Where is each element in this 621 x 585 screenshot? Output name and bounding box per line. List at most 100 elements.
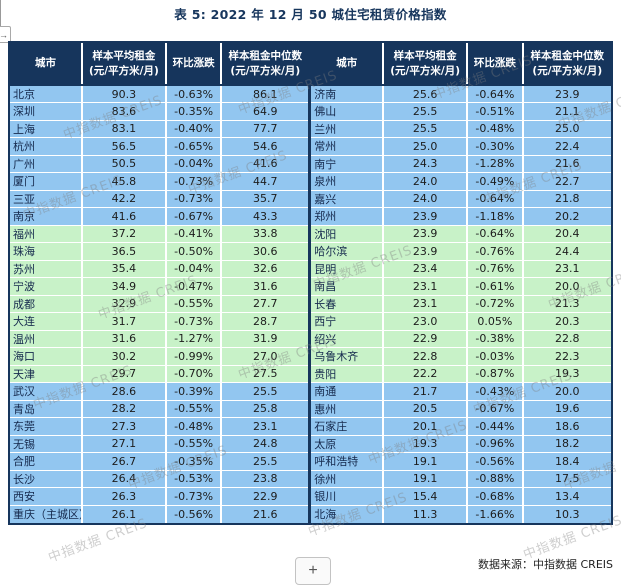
- median-rent-cell: 18.4: [522, 452, 611, 471]
- avg-rent-cell: 32.9: [81, 295, 167, 313]
- mom-change-cell: -0.68%: [467, 487, 524, 506]
- avg-rent-cell: 15.4: [383, 487, 469, 506]
- avg-rent-cell: 36.5: [81, 242, 167, 261]
- avg-rent-cell: 24.3: [383, 155, 469, 173]
- avg-rent-cell: 26.1: [81, 505, 167, 523]
- mom-change-cell: -0.30%: [467, 137, 524, 156]
- col-header-avg-rent: 样本平均租金 (元/平方米/月): [383, 43, 469, 86]
- zoom-in-button[interactable]: +: [295, 557, 331, 585]
- mom-change-cell: -0.76%: [467, 242, 524, 261]
- header-row: 城市 样本平均租金 (元/平方米/月) 环比涨跌 样本租金中位数 (元/平方米/月): [311, 43, 611, 86]
- city-cell: 南通: [311, 382, 385, 401]
- median-rent-cell: 54.6: [221, 137, 310, 156]
- table-row: 福州 37.2 -0.41% 33.8: [10, 225, 310, 243]
- table-row: 合肥 26.7 -0.35% 25.5: [10, 452, 310, 471]
- table-row: 宁波 34.9 -0.47% 31.6: [10, 277, 310, 296]
- rent-table-left: 城市 样本平均租金 (元/平方米/月) 环比涨跌 样本租金中位数 (元/平方米/月)…: [10, 43, 312, 523]
- city-cell: 银川: [311, 487, 385, 506]
- col-header-mom-change: 环比涨跌: [467, 43, 524, 86]
- expand-arrow-button[interactable]: →: [0, 26, 11, 43]
- median-rent-cell: 33.8: [221, 225, 310, 243]
- table-row: 南通 21.7 -0.43% 20.0: [311, 382, 611, 401]
- avg-rent-cell: 24.0: [383, 172, 469, 191]
- mom-change-cell: -0.67%: [165, 207, 223, 226]
- avg-rent-cell: 22.2: [383, 365, 469, 383]
- mom-change-cell: -1.18%: [467, 207, 524, 226]
- avg-rent-cell: 25.5: [383, 102, 469, 121]
- avg-rent-cell: 29.7: [81, 365, 167, 383]
- city-cell: 福州: [10, 225, 83, 243]
- table-row: 郑州 23.9 -1.18% 20.2: [311, 207, 611, 226]
- avg-rent-cell: 23.9: [383, 207, 469, 226]
- mom-change-cell: -1.28%: [467, 155, 524, 173]
- mom-change-cell: -0.43%: [467, 382, 524, 401]
- avg-rent-cell: 37.2: [81, 225, 167, 243]
- table-row: 佛山 25.5 -0.51% 21.1: [311, 102, 611, 121]
- mom-change-cell: -0.76%: [467, 260, 524, 278]
- avg-rent-cell: 19.3: [383, 435, 469, 453]
- table-row: 南京 41.6 -0.67% 43.3: [10, 207, 310, 226]
- avg-rent-cell: 26.3: [81, 487, 167, 506]
- median-rent-cell: 10.3: [522, 505, 611, 523]
- median-rent-cell: 25.5: [221, 452, 310, 471]
- city-cell: 上海: [10, 120, 83, 138]
- median-rent-cell: 25.8: [221, 400, 310, 418]
- avg-rent-cell: 31.6: [81, 330, 167, 348]
- table-row: 济南 25.6 -0.64% 23.9: [311, 85, 611, 103]
- median-rent-cell: 24.8: [221, 435, 310, 453]
- city-cell: 徐州: [311, 470, 385, 488]
- avg-rent-cell: 21.7: [383, 382, 469, 401]
- table-row: 长春 23.1 -0.72% 21.3: [311, 295, 611, 313]
- header-row: 城市 样本平均租金 (元/平方米/月) 环比涨跌 样本租金中位数 (元/平方米/月): [10, 43, 310, 86]
- left-edge-divider: [0, 0, 1, 26]
- mom-change-cell: -0.64%: [467, 190, 524, 208]
- col-header-mom-change: 环比涨跌: [165, 43, 223, 86]
- mom-change-cell: -0.73%: [165, 190, 223, 208]
- city-cell: 宁波: [10, 277, 83, 296]
- avg-rent-cell: 22.9: [383, 330, 469, 348]
- avg-rent-cell: 34.9: [81, 277, 167, 296]
- mom-change-cell: -0.49%: [467, 172, 524, 191]
- median-rent-cell: 27.0: [221, 347, 310, 366]
- table-row: 贵阳 22.2 -0.87% 19.3: [311, 365, 611, 383]
- median-rent-cell: 18.6: [522, 417, 611, 436]
- col-header-median-rent: 样本租金中位数 (元/平方米/月): [522, 43, 611, 86]
- table-row: 重庆（主城区） 26.1 -0.56% 21.6: [10, 505, 310, 523]
- avg-rent-cell: 23.9: [383, 225, 469, 243]
- table-row: 青岛 28.2 -0.55% 25.8: [10, 400, 310, 418]
- table-row: 昆明 23.4 -0.76% 23.1: [311, 260, 611, 278]
- avg-rent-cell: 90.3: [81, 85, 167, 103]
- median-rent-cell: 21.3: [522, 295, 611, 313]
- avg-rent-cell: 20.5: [383, 400, 469, 418]
- table-row: 乌鲁木齐 22.8 -0.03% 22.3: [311, 347, 611, 366]
- city-cell: 无锡: [10, 435, 83, 453]
- avg-rent-cell: 23.0: [383, 312, 469, 331]
- table-row: 北海 11.3 -1.66% 10.3: [311, 505, 611, 523]
- median-rent-cell: 30.6: [221, 242, 310, 261]
- table-title: 表 5: 2022 年 12 月 50 城住宅租赁价格指数: [174, 7, 447, 22]
- table-row: 绍兴 22.9 -0.38% 22.8: [311, 330, 611, 348]
- avg-rent-cell: 27.3: [81, 417, 167, 436]
- median-rent-cell: 23.1: [221, 417, 310, 436]
- col-header-city: 城市: [311, 43, 385, 86]
- mom-change-cell: -0.38%: [467, 330, 524, 348]
- median-rent-cell: 86.1: [221, 85, 310, 103]
- median-rent-cell: 23.1: [522, 260, 611, 278]
- mom-change-cell: -0.72%: [467, 295, 524, 313]
- median-rent-cell: 18.2: [522, 435, 611, 453]
- median-rent-cell: 17.5: [522, 470, 611, 488]
- mom-change-cell: -0.96%: [467, 435, 524, 453]
- mom-change-cell: -0.44%: [467, 417, 524, 436]
- median-rent-cell: 41.6: [221, 155, 310, 173]
- median-rent-cell: 22.8: [522, 330, 611, 348]
- median-rent-cell: 24.4: [522, 242, 611, 261]
- city-cell: 绍兴: [311, 330, 385, 348]
- city-cell: 惠州: [311, 400, 385, 418]
- table-row: 西宁 23.0 0.05% 20.3: [311, 312, 611, 331]
- mom-change-cell: -0.35%: [165, 102, 223, 121]
- mom-change-cell: -0.03%: [467, 347, 524, 366]
- data-source: 数据来源：中指数据 CREIS: [478, 558, 613, 571]
- table-row: 珠海 36.5 -0.50% 30.6: [10, 242, 310, 261]
- avg-rent-cell: 25.6: [383, 85, 469, 103]
